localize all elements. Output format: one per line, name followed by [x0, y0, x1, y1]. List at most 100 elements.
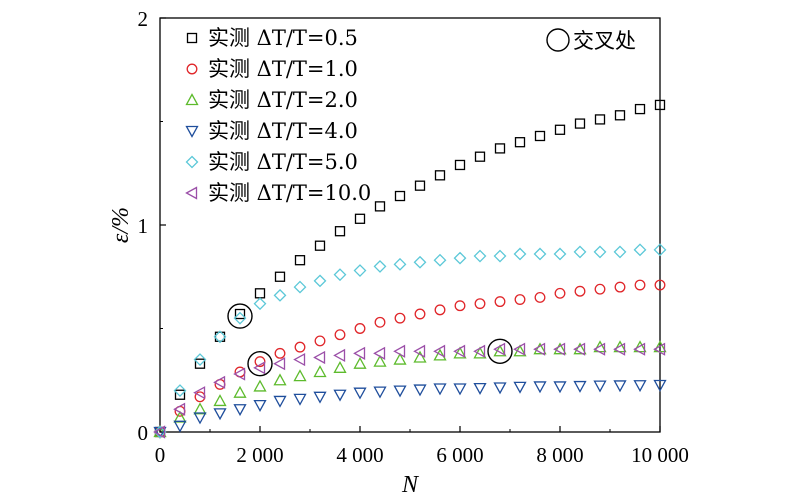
- data-point: [294, 341, 306, 353]
- annotation-layer: [227, 303, 513, 377]
- data-point: [493, 249, 507, 263]
- data-point: [193, 412, 207, 425]
- legend-item-crossing: 交叉处: [546, 28, 636, 53]
- data-point: [273, 373, 287, 386]
- data-point: [213, 394, 227, 407]
- data-point: [333, 348, 346, 363]
- data-point: [473, 344, 486, 358]
- legend-crossing-label: 交叉处: [573, 29, 636, 53]
- data-point: [313, 350, 326, 365]
- data-point: [314, 240, 326, 251]
- data-point: [533, 342, 546, 356]
- data-point: [153, 425, 167, 439]
- data-point: [413, 255, 427, 269]
- data-point: [193, 353, 207, 366]
- data-point: [373, 259, 387, 273]
- data-point: [373, 354, 387, 367]
- y-axis-title: ε/%: [108, 207, 134, 243]
- legend-marker: [186, 63, 198, 75]
- data-point: [453, 344, 466, 358]
- data-point: [394, 190, 406, 202]
- data-point: [414, 308, 426, 320]
- data-point: [313, 365, 327, 378]
- data-point: [413, 384, 427, 397]
- data-point: [173, 384, 187, 398]
- data-point: [613, 380, 627, 393]
- data-point: [353, 264, 367, 277]
- data-point: [473, 249, 487, 263]
- data-point: [553, 381, 567, 394]
- crossing-circle: [487, 338, 513, 364]
- data-point: [354, 213, 366, 224]
- data-point: [654, 99, 666, 111]
- data-point: [213, 375, 226, 389]
- data-point: [193, 402, 207, 415]
- data-point: [314, 335, 326, 347]
- data-point: [533, 342, 547, 355]
- data-point: [514, 137, 526, 148]
- data-point: [214, 331, 226, 342]
- legend-marker: [185, 125, 199, 138]
- data-point: [514, 294, 526, 305]
- legend-marker: [185, 93, 199, 106]
- legend-marker: [185, 186, 198, 200]
- data-point: [534, 292, 546, 303]
- data-point: [633, 342, 646, 356]
- legend-label: 实测 ΔT/T=1.0: [208, 57, 358, 81]
- legend-item: 实测 ΔT/T=4.0: [185, 119, 358, 143]
- data-point: [573, 380, 587, 393]
- data-point: [373, 386, 387, 399]
- crossing-circle: [247, 350, 273, 377]
- data-point: [333, 268, 347, 282]
- data-point: [653, 379, 667, 392]
- x-tick-label: 10 000: [631, 443, 689, 467]
- legend-item: 实测 ΔT/T=5.0: [185, 150, 358, 174]
- data-point: [333, 389, 347, 402]
- data-point: [153, 426, 167, 439]
- data-point: [534, 130, 546, 142]
- data-point: [553, 342, 567, 355]
- data-point: [393, 344, 406, 358]
- data-point: [533, 247, 547, 261]
- data-point: [414, 180, 426, 191]
- data-point: [594, 114, 606, 125]
- data-point: [273, 288, 287, 302]
- data-point: [253, 399, 267, 412]
- legend-item: 实测 ΔT/T=10.0: [185, 181, 371, 205]
- data-point: [373, 346, 386, 360]
- data-point: [553, 342, 566, 356]
- data-point: [334, 226, 346, 237]
- data-point: [153, 425, 166, 439]
- y-tick-label: 0: [138, 421, 149, 445]
- series-layer: [153, 99, 667, 439]
- data-point: [513, 381, 527, 394]
- data-point: [453, 251, 467, 265]
- x-tick-label: 4 000: [336, 443, 383, 467]
- data-point: [574, 285, 586, 297]
- x-tick-label: 0: [155, 443, 166, 467]
- data-point: [474, 298, 486, 310]
- data-point: [353, 356, 367, 369]
- data-point: [434, 304, 446, 316]
- data-point: [254, 288, 266, 299]
- data-point: [593, 245, 607, 259]
- data-point: [554, 124, 566, 135]
- legend-label: 实测 ΔT/T=2.0: [208, 88, 358, 112]
- data-point: [494, 143, 506, 154]
- data-point: [253, 361, 266, 375]
- data-point: [193, 386, 206, 400]
- data-point: [233, 311, 247, 325]
- data-point: [613, 245, 627, 259]
- series-2: [154, 279, 666, 438]
- data-point: [433, 253, 447, 267]
- legend: 实测 ΔT/T=0.5 实测 ΔT/T=1.0 实测 ΔT/T=2.0 实测 ΔT/T…: [185, 26, 636, 205]
- data-point: [533, 381, 547, 394]
- data-point: [213, 408, 227, 421]
- legend-marker: [185, 155, 199, 169]
- data-point: [473, 382, 487, 395]
- data-point: [614, 281, 626, 293]
- data-point: [394, 312, 406, 324]
- data-point: [213, 330, 227, 344]
- legend-label: 实测 ΔT/T=0.5: [208, 26, 358, 50]
- data-point: [573, 342, 586, 356]
